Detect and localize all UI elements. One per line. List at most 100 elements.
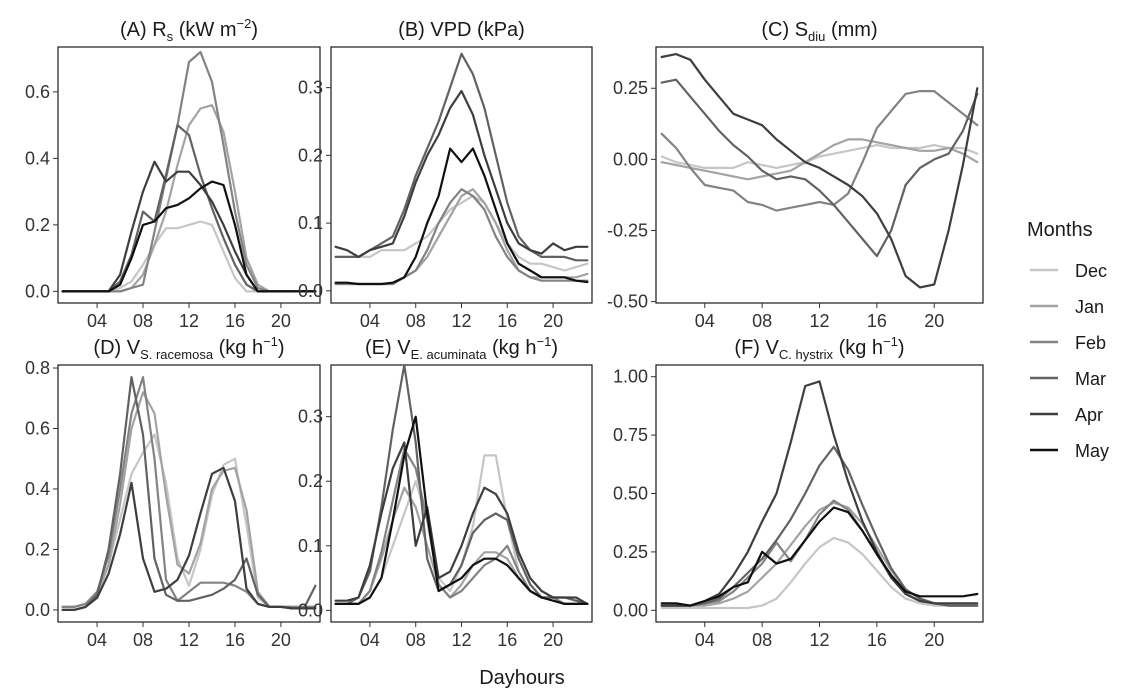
- x-tick-label: 08: [752, 311, 772, 331]
- x-tick-label: 08: [406, 630, 426, 650]
- title-main: (B) VPD (kPa): [398, 19, 525, 41]
- title-unit: (kg h: [486, 337, 536, 359]
- x-tick-label: 12: [451, 311, 471, 331]
- title-end: ): [551, 337, 558, 359]
- series-line-apr: [660, 380, 979, 607]
- series-line-apr: [334, 441, 589, 606]
- x-tick-label: 16: [867, 630, 887, 650]
- series-line-mar: [61, 123, 317, 293]
- x-tick-label: 12: [809, 311, 829, 331]
- x-tick-label: 20: [543, 630, 563, 650]
- y-tick-label: 0.0: [25, 600, 50, 620]
- series-line-dec: [660, 144, 979, 169]
- x-tick-label: 16: [497, 311, 517, 331]
- x-axis-label: Dayhours: [479, 667, 565, 689]
- y-tick-label: 0.1: [298, 536, 323, 556]
- legend-label: Jan: [1075, 297, 1104, 317]
- x-tick-label: 16: [225, 311, 245, 331]
- series-line-mar: [334, 365, 589, 606]
- y-tick-label: 0.2: [25, 539, 50, 559]
- series-line-mar: [334, 52, 589, 262]
- legend-label: May: [1075, 441, 1109, 461]
- panel-frame: [57, 46, 321, 304]
- title-main: (C) S: [761, 19, 808, 41]
- x-tick-label: 12: [809, 630, 829, 650]
- legend-label: Apr: [1075, 405, 1103, 425]
- x-tick-label: 20: [924, 630, 944, 650]
- x-tick-label: 12: [179, 311, 199, 331]
- legend-entry-apr: Apr: [1030, 405, 1103, 425]
- x-tick-label: 16: [867, 311, 887, 331]
- y-tick-label: 0.75: [613, 425, 648, 445]
- panel-3: (C) Sdiu (mm) -0.50 -0.25 0.00 0.25 04 08 12 16 2…: [607, 19, 984, 331]
- panel-frame: [330, 46, 593, 304]
- title-end: ): [251, 19, 258, 41]
- panel-title: (A) Rs (kW m−2): [120, 16, 258, 44]
- series-line-feb: [334, 447, 589, 606]
- panel-title: (F) VC. hystrix (kg h−1): [734, 334, 904, 362]
- x-tick-label: 20: [924, 311, 944, 331]
- title-end: ): [898, 337, 905, 359]
- series-line-feb: [660, 89, 979, 212]
- legend: Months Dec Jan Feb Mar Apr May: [1027, 219, 1109, 461]
- x-tick-label: 04: [695, 311, 715, 331]
- panel-title: (D) VS. racemosa (kg h−1): [93, 334, 284, 362]
- legend-title: Months: [1027, 219, 1093, 241]
- title-subscript: E. acuminata: [411, 347, 488, 362]
- series-line-apr: [334, 89, 589, 258]
- title-unit: (kg h: [213, 337, 263, 359]
- y-tick-label: 0.0: [298, 600, 323, 620]
- y-tick-label: 0.0: [25, 281, 50, 301]
- y-tick-label: 0.50: [613, 484, 648, 504]
- series-line-may: [660, 506, 979, 607]
- x-tick-label: 08: [133, 311, 153, 331]
- y-tick-label: 0.6: [25, 82, 50, 102]
- y-tick-label: 0.2: [298, 145, 323, 165]
- y-tick-label: 0.1: [298, 213, 323, 233]
- title-main: (F) V: [734, 337, 779, 359]
- series-line-jan: [660, 138, 979, 181]
- y-tick-label: 0.3: [298, 407, 323, 427]
- title-end: ): [278, 337, 285, 359]
- y-tick-label: 0.25: [613, 78, 648, 98]
- legend-entry-mar: Mar: [1030, 369, 1106, 389]
- x-tick-label: 04: [695, 630, 715, 650]
- title-unit: (kg h: [833, 337, 883, 359]
- y-tick-label: 0.00: [613, 600, 648, 620]
- title-subscript: s: [167, 29, 174, 44]
- series-line-dec: [660, 536, 979, 610]
- series-line-dec: [334, 194, 589, 272]
- x-tick-label: 08: [406, 311, 426, 331]
- panel-5: (E) VE. acuminata (kg h−1) 0.0 0.1 0.2 0.3 04…: [298, 334, 593, 650]
- x-tick-label: 08: [133, 630, 153, 650]
- series-group: [61, 50, 317, 293]
- title-unit: (mm): [825, 19, 877, 41]
- x-tick-label: 12: [451, 630, 471, 650]
- panel-frame: [655, 364, 984, 623]
- title-superscript: −1: [883, 334, 898, 349]
- title-main: (D) V: [93, 337, 140, 359]
- panel-title: (B) VPD (kPa): [398, 19, 525, 41]
- panel-title: (C) Sdiu (mm): [761, 19, 877, 44]
- legend-entry-may: May: [1030, 441, 1109, 461]
- series-line-may: [61, 180, 317, 293]
- legend-entry-dec: Dec: [1030, 261, 1107, 281]
- y-tick-label: 0.2: [298, 471, 323, 491]
- x-tick-label: 04: [360, 311, 380, 331]
- y-tick-label: -0.25: [607, 220, 648, 240]
- x-tick-label: 16: [497, 630, 517, 650]
- legend-label: Mar: [1075, 369, 1106, 389]
- x-tick-label: 20: [271, 630, 291, 650]
- y-tick-label: 0.6: [25, 418, 50, 438]
- series-line-mar: [660, 78, 979, 258]
- x-tick-label: 04: [360, 630, 380, 650]
- series-line-may: [334, 147, 589, 286]
- title-subscript: diu: [808, 29, 825, 44]
- title-superscript: −1: [263, 334, 278, 349]
- x-tick-label: 20: [543, 311, 563, 331]
- y-tick-label: 0.4: [25, 148, 50, 168]
- legend-label: Dec: [1075, 261, 1107, 281]
- x-tick-label: 08: [752, 630, 772, 650]
- panel-frame: [655, 46, 984, 304]
